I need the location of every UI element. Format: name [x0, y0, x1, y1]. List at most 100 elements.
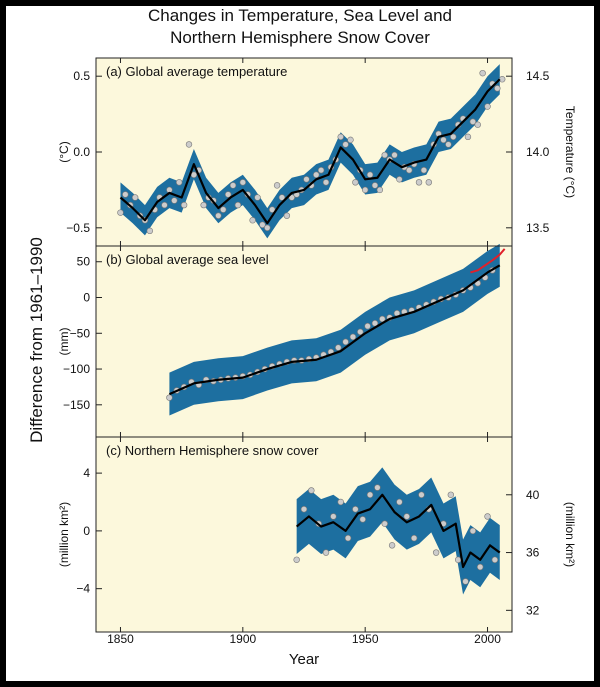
data-point: [185, 141, 193, 148]
data-point: [122, 191, 129, 198]
panel-border: [95, 436, 513, 633]
data-point: [445, 141, 452, 148]
data-point: [303, 176, 310, 183]
data-point: [278, 194, 286, 201]
data-point: [180, 201, 188, 209]
data-point: [117, 209, 124, 216]
data-point: [344, 534, 352, 542]
panel-title: (c) Northern Hemisphere snow cover: [106, 443, 319, 458]
panel-0: (a) Global average temperature −0.5 0.0 0.5…: [57, 57, 577, 247]
data-point: [220, 206, 227, 213]
data-point: [300, 506, 308, 513]
y-tick-label: 0: [83, 524, 90, 538]
right-y-tick-label: 13.5: [526, 221, 550, 235]
data-point: [364, 322, 371, 330]
y-tick-label: −0.5: [66, 221, 90, 235]
figure-title-line-2: Northern Hemisphere Snow Cover: [170, 28, 430, 47]
y-tick-label: 0.5: [73, 69, 90, 83]
data-point: [215, 212, 222, 219]
uncertainty-band: [120, 64, 500, 239]
data-point: [366, 491, 374, 498]
data-point: [406, 166, 413, 174]
smoothed-series-line: [295, 493, 501, 569]
y-tick-label: −50: [70, 326, 91, 340]
smoothed-series-line: [119, 78, 501, 225]
data-point: [454, 556, 462, 563]
data-point: [288, 194, 295, 201]
data-point: [491, 556, 499, 563]
data-point: [371, 320, 379, 327]
data-point: [335, 344, 342, 351]
y-axis-label: (million km²): [57, 502, 71, 567]
data-point: [410, 534, 418, 542]
data-point: [146, 227, 154, 235]
data-point: [349, 333, 357, 341]
data-point: [357, 328, 364, 336]
data-point: [440, 136, 447, 144]
figure-title-line-1: Changes in Temperature, Sea Level and: [148, 6, 452, 25]
data-point: [313, 171, 320, 178]
data-point: [264, 224, 271, 232]
right-y-tick-label: 32: [526, 603, 540, 617]
satellite-series-line: [470, 248, 506, 274]
data-point: [425, 179, 432, 186]
data-point: [415, 179, 423, 186]
data-point: [352, 179, 359, 186]
right-y-tick-label: 40: [526, 488, 540, 502]
panel-background: [96, 58, 512, 246]
x-axis-label: Year: [289, 651, 319, 668]
data-point: [420, 166, 428, 174]
y-tick-label: 0.0: [73, 145, 90, 159]
data-point: [330, 513, 337, 520]
data-point: [366, 171, 374, 178]
data-point: [131, 194, 139, 201]
data-point: [171, 197, 178, 204]
data-point: [239, 179, 247, 186]
data-point: [273, 182, 281, 189]
data-point: [283, 212, 291, 219]
data-point: [254, 194, 261, 201]
data-point: [229, 182, 237, 189]
shared-y-axis-label: Difference from 1961–1990: [27, 237, 46, 443]
y-tick-label: 50: [77, 255, 91, 269]
data-point: [469, 527, 477, 535]
data-point: [376, 186, 384, 194]
data-point: [342, 338, 349, 346]
panel-title: (b) Global average sea level: [106, 252, 269, 267]
right-y-axis-label: (million km²): [563, 502, 577, 567]
right-y-tick-label: 36: [526, 546, 540, 560]
data-point: [484, 103, 491, 110]
x-tick-label: 1950: [352, 632, 379, 646]
data-point: [499, 76, 506, 83]
data-point: [494, 85, 501, 92]
data-point: [359, 516, 366, 523]
data-point: [403, 513, 410, 520]
data-point: [337, 498, 344, 506]
right-y-axis-label: Temperature (°C): [563, 106, 577, 198]
data-point: [381, 151, 388, 159]
right-y-tick-label: 14.0: [526, 145, 550, 159]
data-point: [464, 133, 472, 141]
data-point: [322, 549, 330, 556]
data-point: [161, 201, 168, 209]
data-point: [268, 206, 276, 213]
data-point: [388, 542, 396, 549]
data-point: [317, 166, 325, 174]
data-point: [361, 186, 369, 194]
data-point: [476, 563, 484, 571]
data-point: [249, 217, 256, 224]
data-point: [224, 191, 232, 198]
y-axis-label: (mm): [57, 328, 71, 356]
uncertainty-band: [296, 467, 500, 595]
data-point: [352, 506, 359, 513]
x-tick-label: 1900: [229, 632, 256, 646]
data-point: [166, 394, 173, 401]
data-point: [418, 491, 425, 498]
data-point: [308, 487, 315, 494]
data-point: [484, 513, 491, 520]
data-point: [432, 549, 440, 556]
y-tick-label: −4: [76, 582, 90, 596]
data-point: [396, 498, 403, 506]
y-tick-label: −100: [63, 362, 90, 376]
